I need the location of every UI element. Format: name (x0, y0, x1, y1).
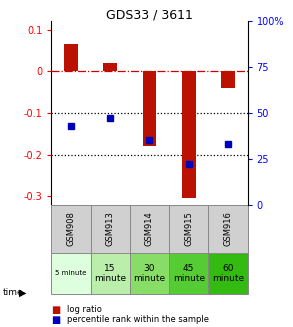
Bar (64, 44, 78, 71)
Bar (169, 253, 208, 294)
Text: GSM913: GSM913 (106, 211, 115, 246)
Text: ■: ■ (51, 315, 61, 325)
Text: ▶: ▶ (19, 288, 27, 298)
Bar (208, 253, 248, 294)
Text: time: time (3, 288, 23, 297)
Text: GSM916: GSM916 (224, 211, 232, 246)
Bar (221, 71, 235, 88)
Text: 15
minute: 15 minute (94, 264, 126, 283)
Bar (91, 205, 130, 253)
Title: GDS33 / 3611: GDS33 / 3611 (106, 8, 193, 21)
Bar (51, 205, 91, 253)
Text: 60
minute: 60 minute (212, 264, 244, 283)
Bar (208, 205, 248, 253)
Text: ■: ■ (51, 305, 61, 315)
Bar (91, 253, 130, 294)
Text: GSM915: GSM915 (184, 212, 193, 246)
Bar (143, 71, 156, 146)
Bar (130, 253, 169, 294)
Bar (51, 253, 91, 294)
Text: GSM914: GSM914 (145, 212, 154, 246)
Text: GSM908: GSM908 (67, 211, 75, 246)
Text: 30
minute: 30 minute (133, 264, 166, 283)
Bar (169, 205, 208, 253)
Text: percentile rank within the sample: percentile rank within the sample (67, 315, 209, 324)
Text: 45
minute: 45 minute (173, 264, 205, 283)
Text: 5 minute: 5 minute (55, 270, 87, 276)
Bar (103, 63, 117, 71)
Bar (182, 71, 195, 198)
Text: log ratio: log ratio (67, 305, 102, 315)
Bar (130, 205, 169, 253)
